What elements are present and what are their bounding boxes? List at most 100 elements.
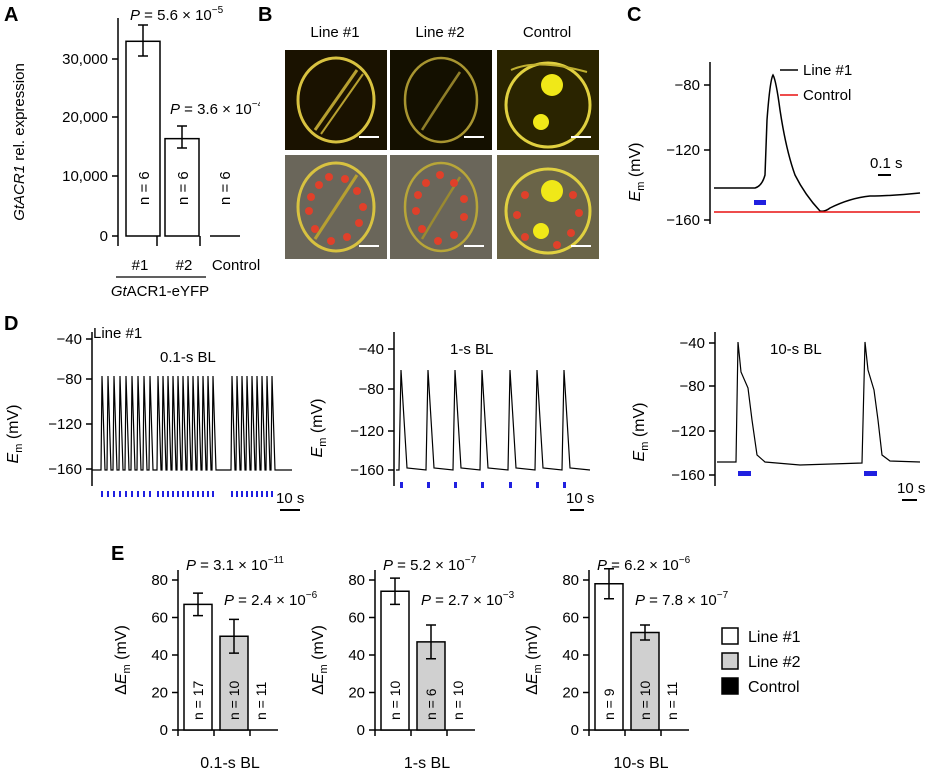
light-pulse [246,491,248,497]
micrograph-column-label-line2: Line #2 [415,24,465,41]
light-pulse [162,491,164,497]
tick-label: 20 [348,685,365,702]
scale-bar [571,245,591,247]
category-label: #2 [176,257,193,274]
tick-label: 80 [348,572,365,589]
p-value: P = 7.8 × 10−7 [635,590,729,609]
light-pulse [192,491,194,497]
tick-label: 80 [562,572,579,589]
tick-label: −160 [48,461,82,478]
light-pulse-bar [738,471,751,476]
tick-label: 20,000 [62,109,108,126]
tick-label: 60 [562,610,579,627]
time-scale-label: 10 s [276,490,304,507]
legend-label-line1: Line #1 [803,62,852,79]
tick-label: 80 [151,572,168,589]
panel-letter-e: E [111,543,125,565]
micrograph-line2-yfp [390,50,492,150]
group-label: 10-s BL [613,755,668,772]
line-label: Line #1 [93,325,142,342]
light-pulse-bar [864,471,877,476]
light-pulse [167,491,169,497]
p-value: P = 5.2 × 10−7 [383,555,477,574]
scale-bar [464,245,484,247]
light-pulse [137,491,139,497]
n-label: n = 6 [136,171,153,205]
p-value: P = 3.1 × 10−11 [186,555,284,574]
scale-bar [571,136,591,138]
tick-label: −120 [666,142,700,159]
bar-line1 [125,40,161,237]
legend-label: Line #1 [748,629,801,646]
micrograph-line1-merge [285,155,387,259]
n-label: n = 10 [637,680,653,720]
panel-letter-a: A [4,4,19,26]
tick-label: 60 [151,610,168,627]
light-pulse [143,491,145,497]
trace-subtitle: 10-s BL [770,341,822,358]
y-axis-label: ΔEm (mV) [524,625,544,695]
tick-label: 40 [151,647,168,664]
n-label: n = 10 [450,680,466,720]
micrograph-line2-merge [390,155,492,259]
y-axis-label: Em (mV) [309,399,329,458]
n-label: n = 10 [387,680,403,720]
light-pulse [197,491,199,497]
micrograph-control-yfp [497,50,599,150]
light-pulse [177,491,179,497]
p-value: P = 6.2 × 10−6 [597,555,691,574]
micrograph-column-label-line1: Line #1 [310,24,360,41]
p-value: P = 3.6 × 10−4 [170,99,260,118]
tick-label: −80 [680,378,705,395]
light-pulse [182,491,184,497]
n-label: n = 6 [423,688,439,720]
tick-label: −120 [671,423,705,440]
n-label: n = 11 [664,682,680,720]
bar-line1 [183,603,213,731]
n-label: n = 6 [217,171,234,205]
panel-letter-b: B [258,4,273,26]
tick-label: −80 [359,381,384,398]
tick-label: 40 [562,647,579,664]
trace-10s [717,341,921,466]
trace-subtitle: 0.1-s BL [160,349,216,366]
legend-swatch [721,677,739,695]
p-value: P = 5.6 × 10−5 [130,5,224,24]
tick-label: −160 [671,467,705,484]
y-axis-label: GtACR1 rel. expression [11,63,28,221]
n-label: n = 6 [175,171,192,205]
light-pulse-bar [754,200,766,205]
bar-line2 [164,137,200,237]
tick-label: −40 [57,331,82,348]
p-value: P = 2.7 × 10−3 [421,590,515,609]
light-pulse [454,482,457,488]
category-label: Control [212,257,260,274]
tick-label: 0 [571,722,579,739]
n-label: n = 9 [601,688,617,720]
group-label: 0.1-s BL [200,755,260,772]
light-pulse [400,482,403,488]
light-pulse [236,491,238,497]
tick-label: 10,000 [62,168,108,185]
n-label: n = 17 [190,680,206,720]
tick-label: 60 [348,610,365,627]
light-pulse [231,491,233,497]
light-pulse [101,491,103,497]
light-pulse [113,491,115,497]
p-value: P = 2.4 × 10−6 [224,590,318,609]
tick-label: −120 [48,416,82,433]
light-pulse [119,491,121,497]
tick-label: −160 [666,212,700,229]
n-label: n = 10 [226,680,242,720]
light-pulse [157,491,159,497]
y-axis-label: ΔEm (mV) [310,625,330,695]
time-scale-label: 0.1 s [870,155,903,172]
tick-label: 20 [151,685,168,702]
tick-label: −80 [57,371,82,388]
tick-label: 0 [100,228,108,245]
panel-letter-c: C [627,4,642,26]
error-bar-line2 [177,125,187,149]
tick-label: 20 [562,685,579,702]
light-pulse [172,491,174,497]
chart-a: 0 10,000 20,000 30,000 GtACR1 rel. expre… [11,5,260,300]
